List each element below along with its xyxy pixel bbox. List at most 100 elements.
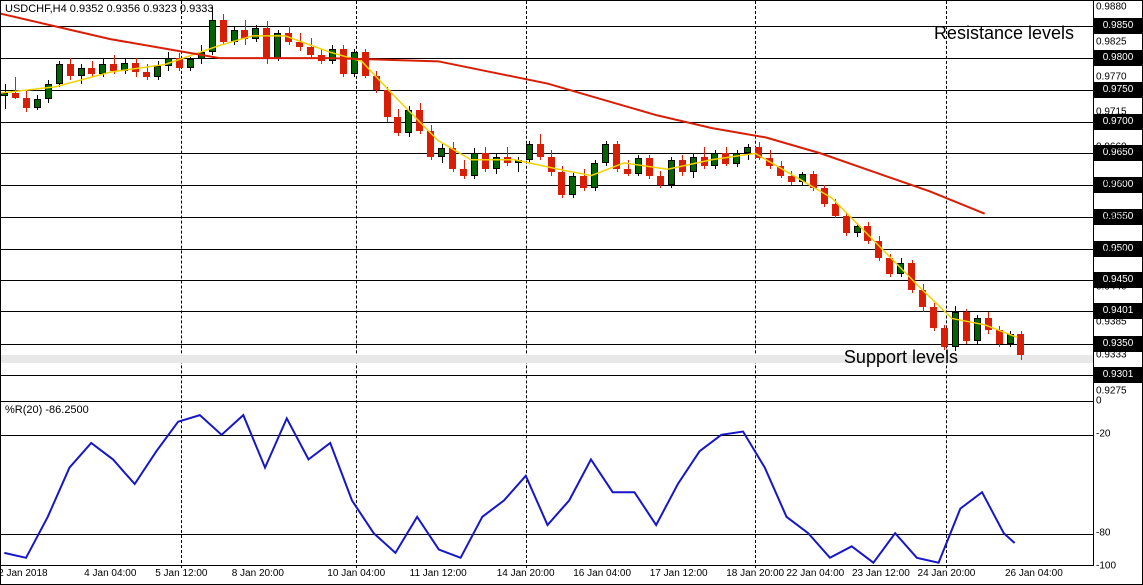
candle-body bbox=[504, 157, 511, 163]
price-ylabel-minor: 0.9825 bbox=[1096, 37, 1127, 48]
candle-body bbox=[711, 153, 718, 166]
candle-body bbox=[646, 158, 653, 175]
symbol-label: USDCHF,H4 bbox=[5, 3, 67, 15]
candle-body bbox=[220, 20, 227, 42]
williams-r-line bbox=[1, 402, 1094, 566]
indicator-level-line bbox=[1, 534, 1094, 535]
indicator-ylabel: -80 bbox=[1096, 528, 1110, 539]
candle-body bbox=[930, 307, 937, 328]
candle-body bbox=[886, 258, 893, 274]
x-axis-label: 4 Jan 04:00 bbox=[84, 568, 136, 579]
price-ylabel-minor: 0.9495 bbox=[1096, 246, 1127, 257]
indicator-name: %R(20) bbox=[5, 404, 42, 416]
candle-body bbox=[318, 55, 325, 61]
candle-body bbox=[340, 49, 347, 74]
candle-body bbox=[919, 290, 926, 307]
indicator-value: -86.2500 bbox=[45, 404, 88, 416]
indicator-ylabel: -100 bbox=[1096, 561, 1116, 572]
x-axis-label: 26 Jan 04:00 bbox=[1005, 568, 1063, 579]
candle-body bbox=[482, 153, 489, 169]
candle-body bbox=[613, 144, 620, 169]
price-ylabel-minor: 0.9880 bbox=[1096, 2, 1127, 13]
indicator-y-axis: -20-800-100 bbox=[1093, 401, 1142, 566]
price-panel[interactable]: USDCHF,H4 0.9352 0.9356 0.9323 0.9333 Re… bbox=[1, 1, 1094, 402]
price-ylabel-minor: 0.9440 bbox=[1096, 281, 1127, 292]
price-hline bbox=[1, 185, 1094, 186]
candle-body bbox=[668, 160, 675, 185]
x-axis-label: 2 Jan 2018 bbox=[0, 568, 48, 579]
candle-body bbox=[99, 64, 106, 74]
candle-body bbox=[766, 158, 773, 166]
candle-body bbox=[493, 157, 500, 170]
candle-body bbox=[624, 169, 631, 173]
x-axis-label: 23 Jan 12:00 bbox=[852, 568, 910, 579]
candle-body bbox=[78, 68, 85, 76]
price-hline bbox=[1, 344, 1094, 345]
x-axis-label: 17 Jan 12:00 bbox=[650, 568, 708, 579]
candle-body bbox=[864, 226, 871, 241]
candle-body bbox=[351, 52, 358, 74]
price-hline bbox=[1, 375, 1094, 376]
candle-body bbox=[526, 144, 533, 160]
candle-body bbox=[777, 166, 784, 176]
price-ylabel-major: 0.9850 bbox=[1094, 18, 1142, 34]
candle-body bbox=[941, 328, 948, 347]
candle-body bbox=[384, 90, 391, 117]
candle-body bbox=[843, 216, 850, 233]
candle-body bbox=[296, 42, 303, 46]
candle-body bbox=[569, 176, 576, 195]
x-axis-label: 14 Jan 20:00 bbox=[497, 568, 555, 579]
x-axis-label: 10 Jan 04:00 bbox=[327, 568, 385, 579]
candle-body bbox=[537, 144, 544, 157]
candle-body bbox=[701, 157, 708, 167]
candle-body bbox=[416, 110, 423, 131]
x-axis-label: 8 Jan 20:00 bbox=[232, 568, 284, 579]
candle-body bbox=[985, 318, 992, 329]
candle-body bbox=[733, 153, 740, 163]
indicator-level-line bbox=[1, 435, 1094, 436]
price-ylabel-minor: 0.9660 bbox=[1096, 142, 1127, 153]
price-y-axis: 0.98500.98000.97500.97000.96500.96000.95… bbox=[1093, 1, 1142, 401]
candle-body bbox=[854, 226, 861, 232]
ohlc-values: 0.9352 0.9356 0.9323 0.9333 bbox=[70, 3, 214, 15]
candle-body bbox=[307, 47, 314, 55]
candle-body bbox=[231, 30, 238, 43]
indicator-panel[interactable]: %R(20) -86.2500 bbox=[1, 401, 1094, 566]
price-hline bbox=[1, 122, 1094, 123]
candle-body bbox=[405, 110, 412, 133]
candle-body bbox=[908, 263, 915, 290]
candle-body bbox=[187, 59, 194, 67]
candle-body bbox=[897, 263, 904, 274]
candle-body bbox=[88, 68, 95, 74]
x-axis: 2 Jan 20184 Jan 04:005 Jan 12:008 Jan 20… bbox=[1, 565, 1094, 584]
candle-body bbox=[373, 76, 380, 90]
candle-body bbox=[449, 148, 456, 169]
candle-body bbox=[832, 204, 839, 215]
candle-body bbox=[602, 144, 609, 163]
candle-body bbox=[548, 157, 555, 173]
candle-body bbox=[209, 20, 216, 52]
candle-body bbox=[963, 312, 970, 341]
chart-container: USDCHF,H4 0.9352 0.9356 0.9323 0.9333 Re… bbox=[0, 0, 1143, 585]
candle-body bbox=[241, 30, 248, 40]
x-axis-label: 18 Jan 20:00 bbox=[726, 568, 784, 579]
candle-body bbox=[591, 163, 598, 188]
candle-body bbox=[810, 174, 817, 189]
candle-body bbox=[755, 147, 762, 158]
candle-body bbox=[744, 147, 751, 153]
x-axis-label: 22 Jan 04:00 bbox=[786, 568, 844, 579]
candle-body bbox=[471, 153, 478, 175]
candle-body bbox=[679, 160, 686, 173]
candle-body bbox=[143, 72, 150, 77]
price-ylabel-minor: 0.9333 bbox=[1096, 349, 1127, 360]
candle-body bbox=[821, 188, 828, 204]
candle-body bbox=[263, 28, 270, 58]
candle-body bbox=[394, 117, 401, 134]
candle-body bbox=[176, 58, 183, 68]
price-ylabel-major: 0.9750 bbox=[1094, 82, 1142, 98]
candle-body bbox=[690, 157, 697, 173]
candle-body bbox=[67, 64, 74, 75]
candle-body bbox=[110, 64, 117, 70]
price-hline bbox=[1, 249, 1094, 250]
candle-body bbox=[252, 28, 259, 39]
